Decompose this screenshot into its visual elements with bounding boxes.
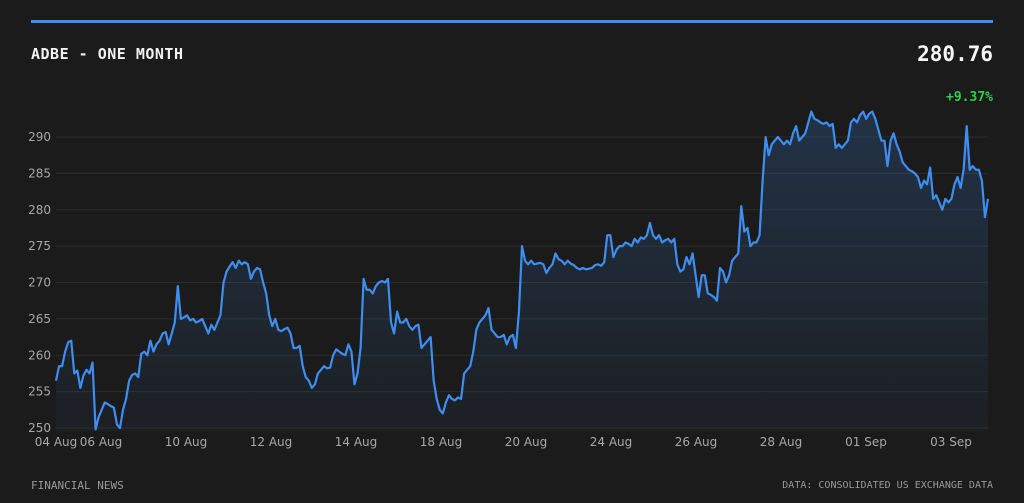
price-line [54, 110, 990, 431]
y-axis: 250 255 260 265 270 275 280 285 290 [28, 130, 51, 435]
chart-title: ADBE - ONE MONTH [31, 45, 184, 63]
price-area [56, 111, 988, 431]
price-change-badge: +9.37% [946, 90, 993, 105]
y-tick-label: 270 [28, 276, 51, 290]
y-tick-label: 250 [28, 421, 51, 435]
y-tick-label: 255 [28, 385, 51, 399]
source-label: FINANCIAL NEWS [31, 479, 124, 492]
y-tick-label: 290 [28, 130, 51, 144]
x-axis: 04 Aug 06 Aug 10 Aug 12 Aug 14 Aug 18 Aug 20 A… [35, 435, 972, 449]
x-tick-label: 12 Aug [250, 435, 293, 449]
y-tick-label: 260 [28, 348, 51, 362]
x-tick-label: 10 Aug [165, 435, 208, 449]
x-tick-label: 14 Aug [335, 435, 378, 449]
top-accent-bar [31, 20, 993, 23]
current-price: 280.76 [917, 42, 993, 66]
x-tick-label: 04 Aug [35, 435, 78, 449]
y-tick-label: 265 [28, 312, 51, 326]
y-tick-label: 280 [28, 203, 51, 217]
x-tick-label: 01 Sep [845, 435, 887, 449]
x-tick-label: 20 Aug [505, 435, 548, 449]
y-tick-label: 275 [28, 239, 51, 253]
x-tick-label: 06 Aug [80, 435, 123, 449]
x-tick-label: 03 Sep [930, 435, 972, 449]
x-tick-label: 26 Aug [675, 435, 718, 449]
x-tick-label: 18 Aug [420, 435, 463, 449]
x-tick-label: 28 Aug [760, 435, 803, 449]
data-credit: DATA: CONSOLIDATED US EXCHANGE DATA [782, 480, 993, 491]
y-tick-label: 285 [28, 166, 51, 180]
x-tick-label: 24 Aug [590, 435, 633, 449]
